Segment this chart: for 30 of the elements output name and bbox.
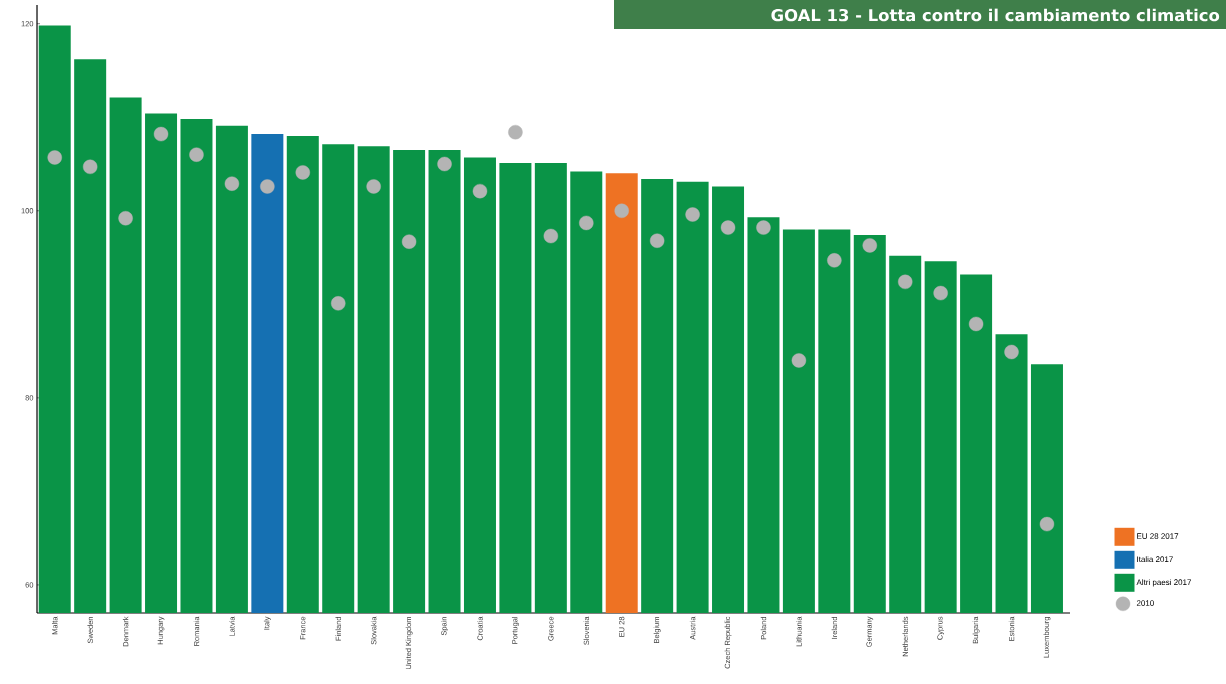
chart-title: GOAL 13 - Lotta contro il cambiamento climatico (771, 8, 1220, 22)
point (401, 234, 417, 249)
point (649, 233, 665, 248)
point (791, 353, 807, 368)
point (118, 211, 133, 226)
point (82, 159, 98, 175)
point (862, 238, 877, 253)
point (508, 125, 523, 140)
point (898, 274, 913, 290)
point (295, 165, 310, 180)
point (827, 253, 842, 268)
point (331, 296, 346, 311)
point (543, 228, 559, 244)
point (1039, 516, 1055, 532)
point (153, 126, 169, 142)
point (720, 220, 736, 235)
point (472, 183, 488, 199)
point (47, 150, 62, 165)
point (224, 176, 240, 191)
point (968, 316, 984, 332)
point (437, 156, 452, 172)
point (260, 179, 275, 194)
point (579, 215, 594, 231)
point (366, 179, 381, 194)
point (933, 285, 948, 301)
point (189, 147, 204, 162)
point (614, 203, 629, 218)
point (1004, 344, 1019, 360)
point (685, 207, 700, 222)
point (756, 220, 771, 235)
